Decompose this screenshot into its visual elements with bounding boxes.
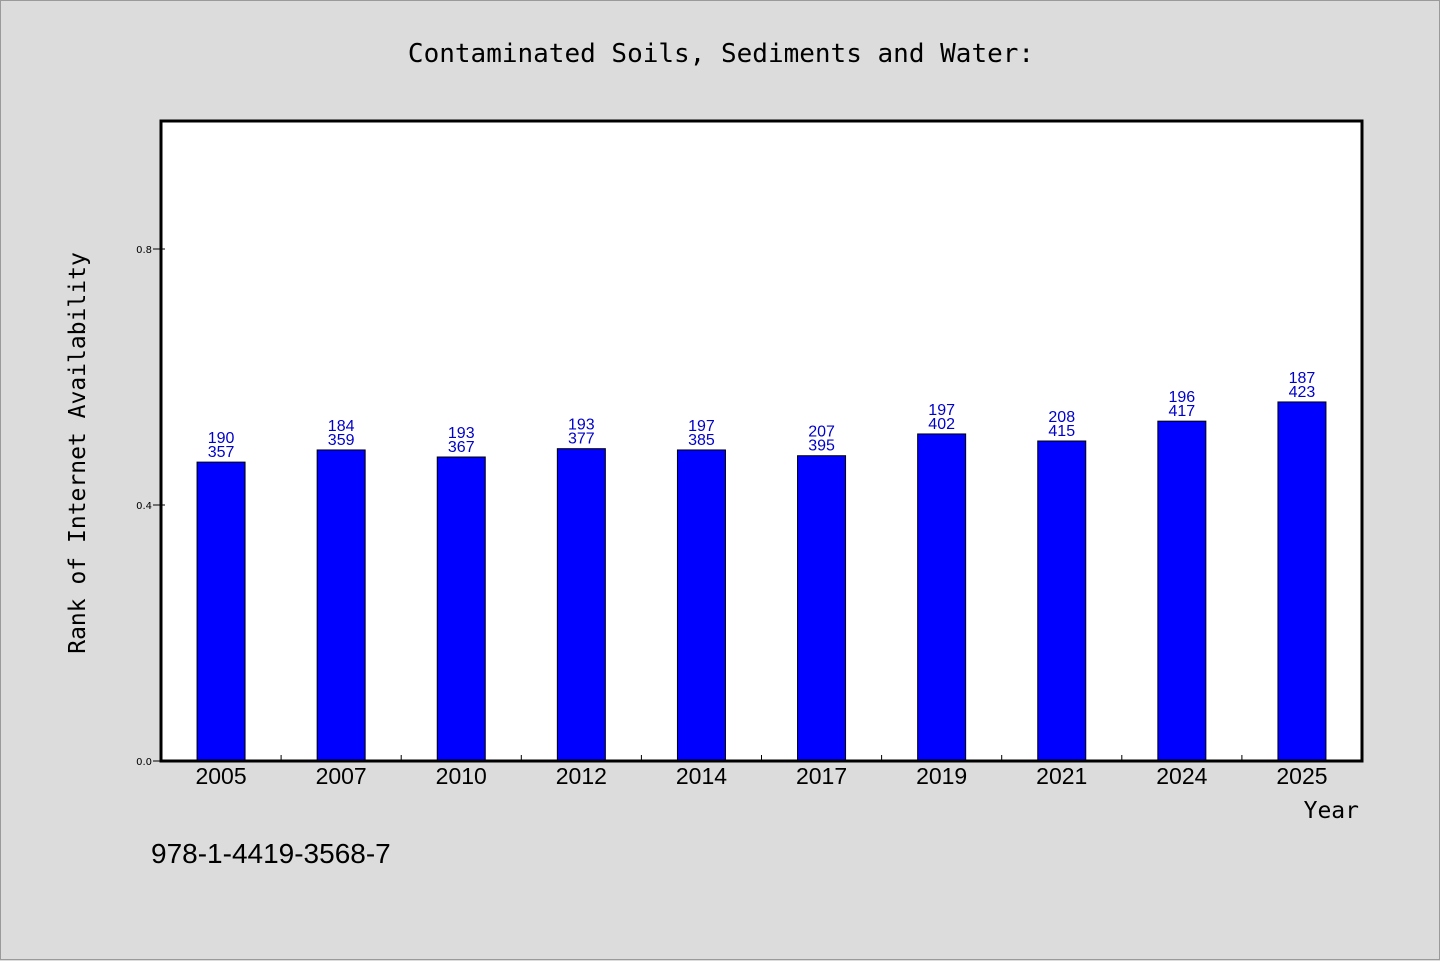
bar-2012: [556, 448, 606, 762]
data-label-bottom-2019: 402: [928, 416, 955, 433]
bar-2017: [797, 455, 847, 762]
data-label-top-2024: 196: [1168, 389, 1195, 406]
data-label-bottom-2005: 357: [208, 444, 235, 461]
x-axis: 2005 2007 2010 2012 2014 2017 2019 2021 2024 2025: [195, 755, 1328, 789]
x-tick-label-2021: 2021: [1036, 763, 1087, 789]
data-label-top-2014: 197: [688, 418, 715, 435]
bar-2021: [1037, 440, 1087, 762]
data-label-top-2017: 207: [808, 424, 835, 441]
x-tick-label-2010: 2010: [436, 763, 487, 789]
x-tick-label-2019: 2019: [916, 763, 967, 789]
bar-2014: [676, 449, 726, 762]
x-tick-label-2025: 2025: [1276, 763, 1327, 789]
x-tick-label-2024: 2024: [1156, 763, 1207, 789]
data-label-bottom-2007: 359: [328, 432, 355, 449]
bar-2019: [917, 433, 967, 762]
bar-2007: [316, 449, 366, 762]
data-label-bottom-2017: 395: [808, 438, 835, 455]
y-tick-label-1: 0.4: [136, 501, 152, 512]
data-label-bottom-2021: 415: [1048, 423, 1075, 440]
x-tick-label-2007: 2007: [316, 763, 367, 789]
bars-layer: [196, 401, 1327, 762]
bar-2005: [196, 461, 246, 762]
x-tick-label-2014: 2014: [676, 763, 727, 789]
isbn-footer: 978-1-4419-3568-7: [151, 838, 391, 869]
data-label-top-2010: 193: [448, 425, 475, 442]
data-label-bottom-2014: 385: [688, 432, 715, 449]
x-axis-label: Year: [1304, 798, 1359, 824]
data-label-top-2012: 193: [568, 417, 595, 434]
data-label-top-2019: 197: [928, 402, 955, 419]
x-tick-label-2012: 2012: [556, 763, 607, 789]
y-tick-label-2: 0.8: [136, 245, 152, 256]
data-label-top-2005: 190: [208, 430, 235, 447]
data-label-top-2007: 184: [328, 418, 355, 435]
data-label-top-2025: 187: [1289, 370, 1316, 387]
x-tick-label-2017: 2017: [796, 763, 847, 789]
data-label-bottom-2025: 423: [1289, 384, 1316, 401]
data-label-bottom-2010: 367: [448, 439, 475, 456]
data-label-bottom-2024: 417: [1168, 403, 1195, 420]
chart-title: Contaminated Soils, Sediments and Water:: [408, 39, 1034, 69]
y-tick-label-0: 0.0: [136, 757, 152, 768]
y-axis: 0.0 0.4 0.8: [136, 245, 165, 768]
data-label-bottom-2012: 377: [568, 431, 595, 448]
plot-border: [159, 119, 1364, 763]
bar-2024: [1157, 420, 1207, 762]
bar-2025: [1277, 401, 1327, 762]
data-label-top-2021: 208: [1048, 409, 1075, 426]
x-tick-label-2005: 2005: [195, 763, 246, 789]
bar-2010: [436, 456, 486, 762]
y-axis-label: Rank of Internet Availability: [65, 252, 91, 654]
